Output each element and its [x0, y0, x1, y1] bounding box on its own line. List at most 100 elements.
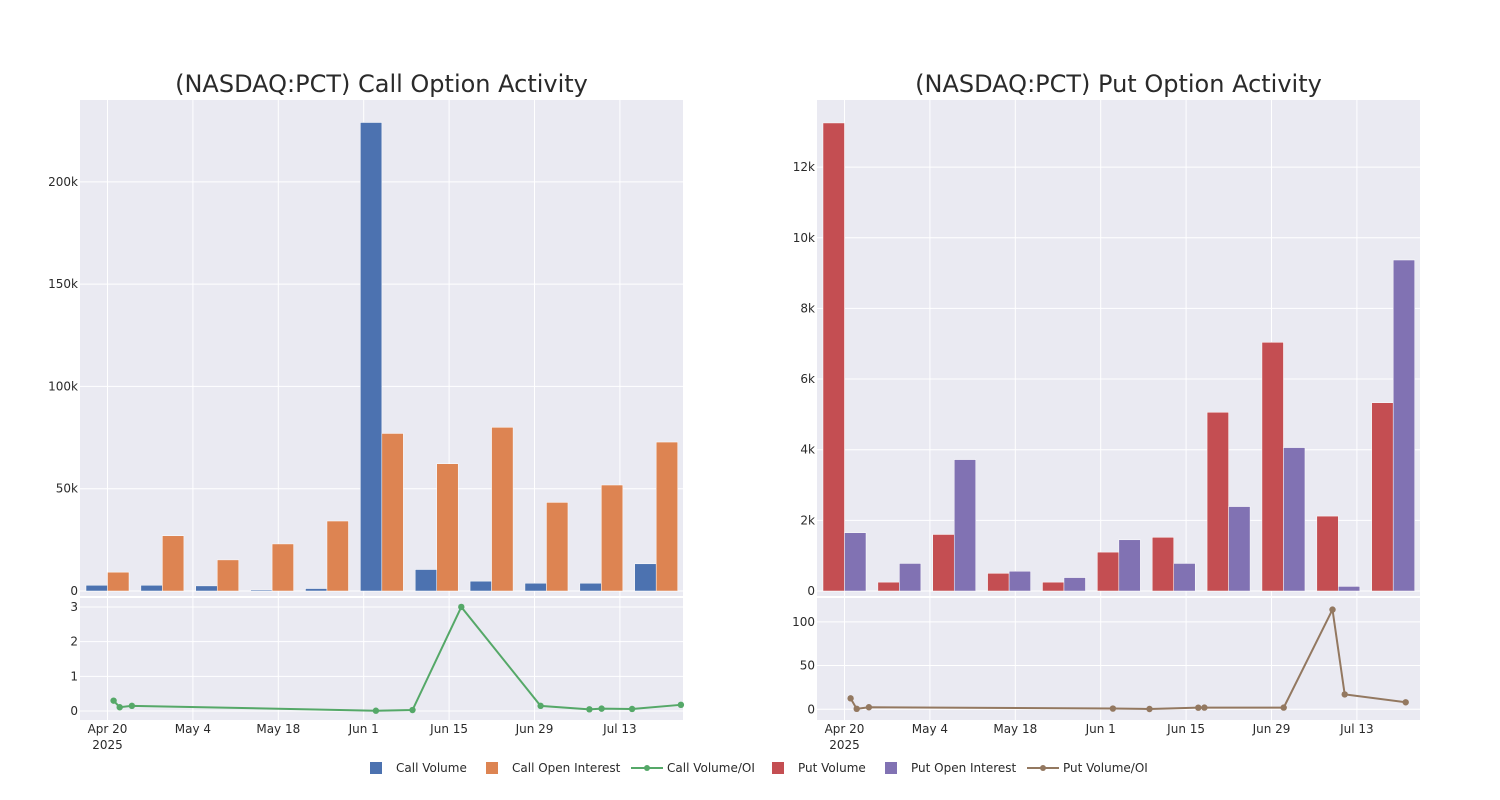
put-bar-volume [1261, 342, 1284, 592]
put-bar-open-interest [1338, 586, 1361, 592]
put-bar-volume [1316, 515, 1339, 592]
put-ytick-label: 10k [793, 231, 815, 245]
call-bar-open-interest [107, 571, 130, 592]
call-ratio-xtick-year: 2025 [92, 738, 123, 752]
put-bar-volume [1151, 537, 1174, 592]
call-ytick-label: 50k [56, 482, 78, 496]
call-bar-volume [579, 582, 602, 592]
put-ratio-xtick-label: Jun 29 [1252, 722, 1291, 736]
legend-item: Put Open Interest [885, 761, 1017, 775]
put-chart-title: (NASDAQ:PCT) Put Option Activity [915, 70, 1322, 98]
call-bar-open-interest [326, 520, 349, 592]
put-ratio-ratio-point [1195, 704, 1202, 711]
put-ratio-ytick-label: 50 [800, 659, 815, 673]
put-bar-volume [1097, 551, 1120, 592]
call-ytick-label: 150k [48, 277, 78, 291]
legend-item: Call Volume [370, 761, 467, 775]
legend-marker [1040, 765, 1046, 771]
call-ratio-ytick-label: 1 [70, 669, 78, 683]
call-bar-open-interest [655, 441, 678, 592]
put-ratio-ratio-point [847, 695, 854, 702]
call-bar-open-interest [491, 427, 514, 592]
call-bar-open-interest [162, 535, 185, 592]
put-ytick-label: 4k [800, 443, 815, 457]
put-ytick-label: 12k [793, 160, 815, 174]
put-bar-open-interest [844, 532, 867, 592]
put-ytick-label: 6k [800, 372, 815, 386]
legend-item: Call Volume/OI [631, 761, 755, 775]
put-ratio-ratio-point [1109, 705, 1117, 712]
put-ratio-xtick-year: 2025 [829, 738, 860, 752]
call-ratio-xtick-label: Jun 1 [348, 722, 379, 736]
put-bar-open-interest [1173, 563, 1196, 592]
put-bar-open-interest [1008, 570, 1031, 592]
put-ratio-xtick-label: Jun 1 [1085, 722, 1116, 736]
put-ratio-ratio-point [1329, 606, 1336, 613]
put-ratio-ratio-point [865, 704, 873, 711]
legend-item: Put Volume/OI [1027, 761, 1148, 775]
call-ratio-ytick-label: 0 [70, 704, 78, 718]
call-ratio-xtick-label: May 18 [256, 722, 300, 736]
put-ratio-plot-area [817, 598, 1420, 720]
put-bar-open-interest [1063, 577, 1086, 592]
call-ratio-ratio-point [116, 704, 123, 711]
call-ratio-ratio-point [409, 706, 416, 714]
call-bar-open-interest [546, 502, 569, 592]
put-ratio-xtick-label: May 4 [912, 722, 948, 736]
legend-item: Put Volume [772, 761, 866, 775]
call-ytick-label: 0 [70, 584, 78, 598]
call-bar-volume [414, 569, 437, 592]
legend-item: Call Open Interest [486, 761, 621, 775]
legend-label: Put Volume/OI [1063, 761, 1148, 775]
call-ratio-xtick-label: Apr 20 [88, 722, 128, 736]
call-bar-open-interest [601, 484, 624, 592]
call-bar-volume [524, 582, 547, 592]
call-bar-volume [85, 585, 108, 592]
put-ratio-ratio-point [1402, 699, 1409, 706]
call-ratio-ratio-point [598, 705, 605, 712]
put-bar-open-interest [1392, 259, 1415, 592]
legend-label: Put Volume [798, 761, 866, 775]
put-ratio-ratio-point [1201, 704, 1208, 711]
call-ratio-ratio-point [128, 702, 136, 710]
call-bar-volume [305, 588, 328, 592]
legend-label: Call Volume/OI [667, 761, 755, 775]
put-bar-volume [1206, 412, 1229, 592]
put-ratio-ytick-label: 0 [807, 702, 815, 716]
legend-label: Put Open Interest [911, 761, 1017, 775]
call-ratio-ratio-point [458, 603, 465, 611]
call-bar-volume [195, 585, 218, 592]
put-ratio-xtick-label: May 18 [993, 722, 1037, 736]
call-ratio-ratio-point [586, 706, 593, 713]
call-ratio-ratio-point [110, 697, 117, 704]
call-chart-title: (NASDAQ:PCT) Call Option Activity [175, 70, 588, 98]
put-bar-open-interest [1228, 506, 1251, 592]
put-bar-volume [1371, 402, 1394, 592]
call-ratio-ytick-label: 2 [70, 635, 78, 649]
put-ratio-ratio-point [1280, 704, 1287, 711]
call-bar-volume [140, 585, 163, 592]
call-ratio-ratio-point [372, 707, 380, 714]
call-bar-open-interest [216, 559, 239, 592]
put-bar-open-interest [1118, 539, 1141, 592]
legend-swatch [772, 762, 784, 774]
legend: Call Volume Call Open Interest Call Volume… [370, 761, 1148, 775]
legend-label: Call Open Interest [512, 761, 621, 775]
call-ratio-ratio-point [537, 702, 544, 710]
put-ratio-ytick-label: 100 [792, 615, 815, 629]
put-ytick-label: 2k [800, 513, 815, 527]
put-ratio-ratio-point [853, 705, 860, 713]
put-bar-volume [822, 122, 845, 592]
put-plot-area [817, 100, 1420, 596]
call-bar-volume [469, 580, 492, 592]
call-ratio-ratio-point [628, 705, 636, 713]
legend-swatch [885, 762, 897, 774]
call-ratio-xtick-label: Jun 29 [515, 722, 554, 736]
call-ratio-plot-area [80, 598, 683, 720]
put-ratio-xtick-label: Apr 20 [825, 722, 865, 736]
call-ratio-xtick-label: May 4 [175, 722, 211, 736]
put-ratio-ratio-point [1146, 705, 1153, 713]
put-bar-volume [987, 573, 1010, 592]
legend-swatch [370, 762, 382, 774]
put-bar-volume [1042, 581, 1065, 592]
